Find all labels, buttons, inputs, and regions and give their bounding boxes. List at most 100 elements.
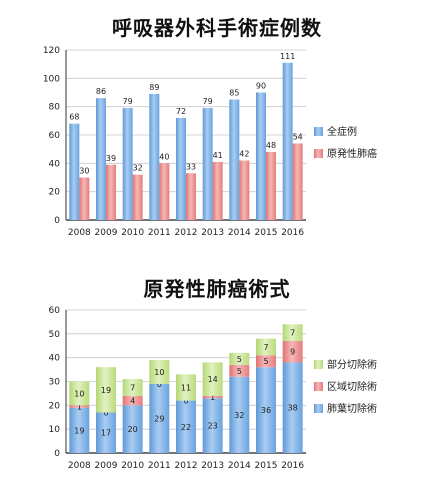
bar-segment [122,379,143,396]
legend-label: 肺葉切除術 [327,402,377,415]
y-tick-label: 10 [49,425,61,435]
data-label: 38 [288,404,298,413]
bar-segment [256,338,276,356]
data-label: 33 [186,162,196,171]
y-tick-label: 40 [49,354,61,364]
y-tick-label: 60 [49,306,61,316]
bar-segment [69,405,90,408]
data-label: 5 [237,367,242,376]
x-tick-label: 2016 [281,228,304,238]
bar-segment [282,324,303,341]
bar-segment [69,407,90,453]
data-label: 9 [290,348,295,357]
bar-segment [122,405,143,453]
data-label: 19 [101,386,111,395]
y-tick-label: 30 [49,378,61,388]
y-tick-label: 20 [49,188,61,198]
data-label: 32 [133,164,143,173]
data-label: 19 [74,426,84,435]
data-label: 7 [130,383,135,392]
data-label: 11 [181,383,191,392]
legend-swatch [314,404,323,413]
data-label: 17 [101,429,111,438]
bar [96,98,106,220]
bar [239,160,250,220]
bar-segment [176,374,196,401]
bar-segment [229,352,250,365]
data-label: 22 [181,423,191,432]
x-tick-label: 2011 [148,461,171,471]
data-label: 29 [154,414,164,423]
legend-label: 部分切除術 [327,358,377,371]
bar [176,118,186,220]
legend-swatch [314,382,323,391]
data-label: 42 [239,150,249,159]
data-label: 79 [123,97,133,106]
data-label: 40 [159,152,169,161]
data-label: 36 [261,406,271,415]
y-tick-label: 0 [54,449,60,459]
data-label: 90 [256,82,266,91]
data-label: 68 [69,113,79,122]
data-label: 86 [96,87,106,96]
data-label: 5 [263,357,268,366]
y-tick-label: 120 [43,46,60,56]
data-label: 79 [203,97,213,106]
data-label: 72 [176,107,186,116]
data-label: 54 [293,133,303,142]
bar [266,152,276,220]
data-label: 48 [266,141,276,150]
data-label: 7 [263,343,268,352]
data-label: 7 [290,329,295,338]
data-label: 10 [154,368,164,377]
chart-surgery-cases: 0 20 40 60 80 100 120 2008 2009 2010 2011 2012 2013 2… [43,46,377,238]
bar [212,161,223,220]
data-label: 30 [79,167,89,176]
x-tick-label: 2013 [201,461,224,471]
data-label: 20 [128,425,138,434]
data-label: 89 [149,83,159,92]
y-tick-label: 80 [49,103,61,113]
bar [122,108,133,220]
bar-segment [149,383,170,453]
bar [69,123,80,220]
bar-segment [256,355,276,368]
bar-segment [202,398,223,453]
bar [106,164,116,220]
legend-swatch [314,127,323,136]
bar [229,99,240,220]
bar [186,173,196,220]
x-tick-label: 2014 [228,461,251,471]
data-label: 0 [183,397,188,406]
y-tick-label: 40 [49,159,61,169]
bar [79,177,90,220]
x-tick-label: 2011 [148,228,171,238]
x-tick-label: 2010 [121,228,144,238]
legend-label: 全症例 [327,125,357,138]
x-tick-label: 2014 [228,228,251,238]
bar-segment [229,376,250,453]
chart2-title: 原発性肺癌術式 [143,277,291,301]
bar-segment [149,360,170,384]
data-label: 5 [237,355,242,364]
data-label: 10 [74,389,84,398]
data-label: 1 [210,393,215,402]
legend-label: 区域切除術 [327,380,377,393]
x-tick-label: 2012 [175,228,198,238]
data-label: 39 [106,154,116,163]
bar [159,163,170,220]
legend-swatch [314,149,323,158]
bar-segment [256,367,276,453]
bar-segment [96,367,116,413]
bar-segment [96,412,116,453]
y-tick-label: 0 [54,216,60,226]
bar-segment [202,362,223,396]
legend-label: 原発性肺癌 [327,147,377,160]
data-label: 14 [208,375,218,384]
bar-segment [176,400,196,453]
bar [202,108,213,220]
bar-segment [229,364,250,377]
data-label: 41 [213,151,223,160]
